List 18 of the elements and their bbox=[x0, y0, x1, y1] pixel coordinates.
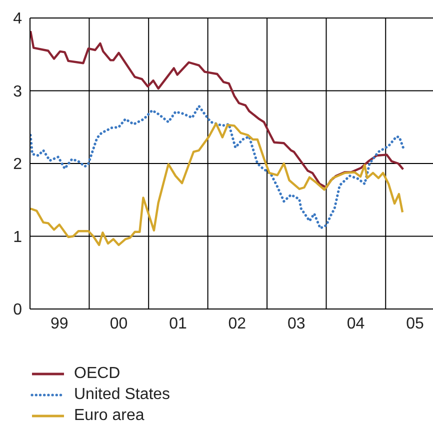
line-series bbox=[30, 30, 404, 189]
y-tick-label: 4 bbox=[13, 10, 22, 28]
x-tick-label: 99 bbox=[50, 315, 68, 332]
x-tick-label: 00 bbox=[110, 315, 128, 332]
x-tick-label: 03 bbox=[287, 315, 306, 332]
x-tick-label: 05 bbox=[406, 315, 424, 332]
legend-label: United States bbox=[74, 386, 170, 404]
y-tick-label: 3 bbox=[13, 83, 22, 100]
y-tick-label: 1 bbox=[13, 228, 22, 246]
x-tick-label: 02 bbox=[228, 315, 246, 332]
y-tick-label: 2 bbox=[13, 156, 22, 174]
line-series bbox=[30, 122, 404, 246]
x-tick-label: 01 bbox=[169, 315, 187, 332]
legend-label: Euro area bbox=[74, 406, 144, 424]
legend-label: OECD bbox=[74, 364, 120, 382]
x-tick-label: 04 bbox=[346, 315, 365, 332]
y-tick-label: 0 bbox=[13, 302, 22, 319]
line-series bbox=[30, 104, 404, 230]
